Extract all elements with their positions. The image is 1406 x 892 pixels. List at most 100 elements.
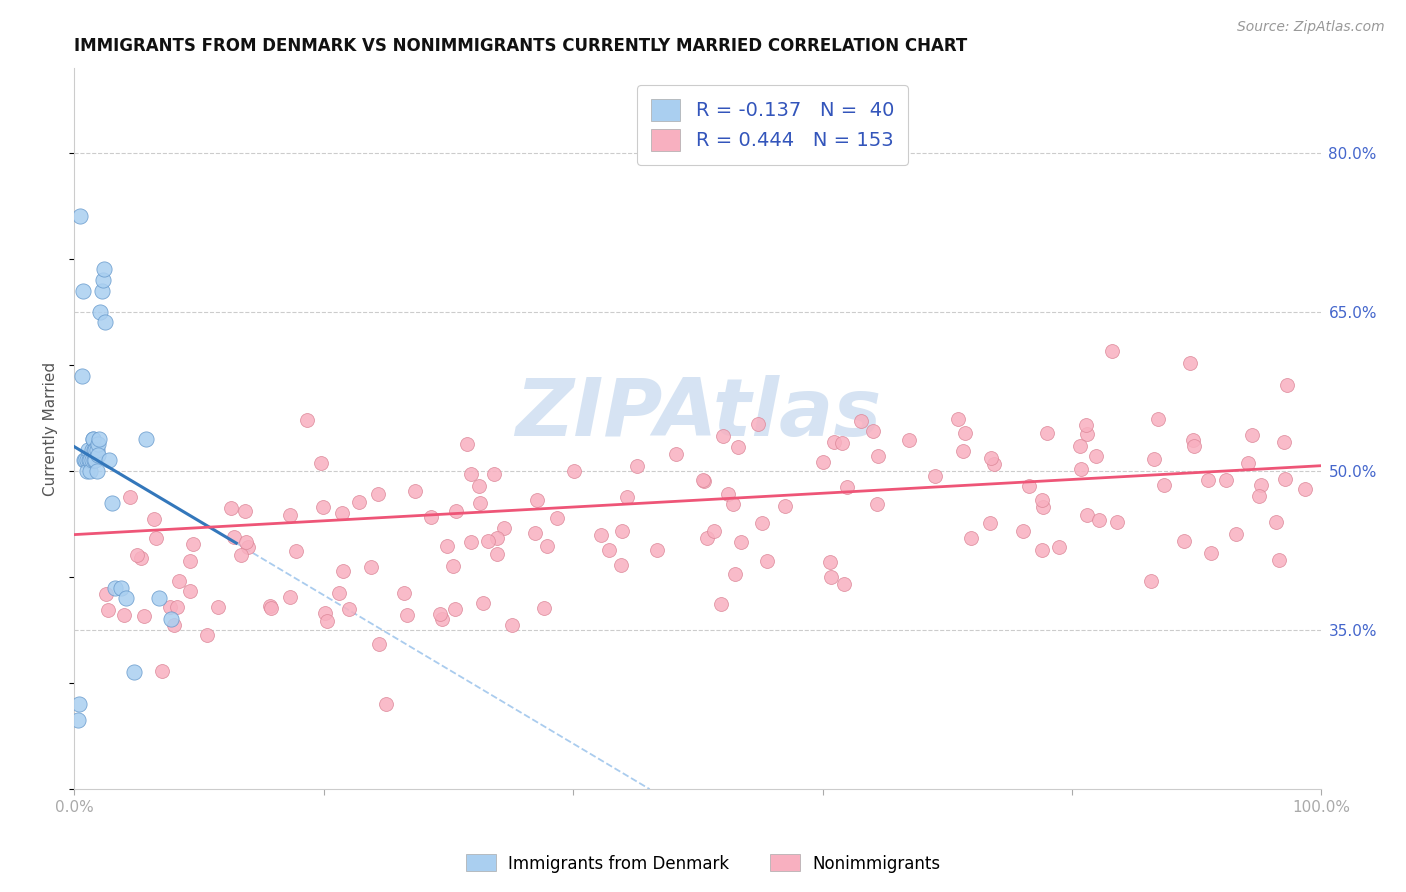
Point [312, 500, 335, 515]
Point [482, 467, 505, 481]
Point [444, 601, 467, 615]
Point [1268, 553, 1291, 567]
Point [616, 490, 638, 504]
Point [1070, 462, 1092, 476]
Point [1035, 426, 1057, 441]
Point [82, 432, 104, 446]
Point [1181, 433, 1204, 447]
Point [87, 432, 110, 446]
Point [1032, 500, 1054, 515]
Point [1101, 343, 1123, 358]
Point [866, 497, 889, 511]
Point [145, 531, 167, 545]
Point [831, 436, 853, 450]
Legend: R = -0.137   N =  40, R = 0.444   N = 153: R = -0.137 N = 40, R = 0.444 N = 153 [637, 85, 908, 165]
Point [84, 453, 107, 467]
Point [90, 284, 112, 298]
Point [1153, 478, 1175, 492]
Point [693, 474, 716, 488]
Point [960, 531, 983, 545]
Point [83, 442, 105, 457]
Point [849, 414, 872, 428]
Point [924, 469, 946, 483]
Point [730, 535, 752, 549]
Point [1031, 543, 1053, 558]
Point [75, 453, 97, 467]
Point [1105, 515, 1128, 529]
Point [468, 496, 491, 510]
Point [835, 480, 858, 494]
Point [546, 511, 568, 525]
Point [195, 628, 218, 642]
Point [163, 617, 186, 632]
Point [76, 464, 98, 478]
Point [100, 496, 122, 510]
Point [533, 600, 555, 615]
Text: IMMIGRANTS FROM DENMARK VS NONIMMIGRANTS CURRENTLY MARRIED CORRELATION CHART: IMMIGRANTS FROM DENMARK VS NONIMMIGRANTS… [75, 37, 967, 55]
Point [229, 548, 252, 562]
Point [89, 305, 111, 319]
Point [702, 524, 724, 538]
Point [868, 450, 890, 464]
Point [1240, 428, 1263, 442]
Point [723, 496, 745, 510]
Point [823, 434, 845, 449]
Point [1140, 574, 1163, 589]
Point [1247, 489, 1270, 503]
Point [419, 510, 441, 524]
Point [460, 535, 482, 549]
Point [477, 533, 499, 548]
Point [127, 548, 149, 562]
Point [1076, 508, 1098, 523]
Point [820, 570, 842, 584]
Point [179, 583, 201, 598]
Point [1147, 412, 1170, 426]
Point [278, 590, 301, 604]
Point [1198, 473, 1220, 487]
Point [460, 467, 482, 481]
Point [87, 437, 110, 451]
Point [84, 442, 107, 457]
Y-axis label: Currently Married: Currently Married [44, 361, 58, 496]
Point [626, 458, 648, 473]
Point [66, 713, 89, 727]
Point [727, 440, 749, 454]
Point [818, 556, 841, 570]
Point [316, 614, 339, 628]
Point [374, 698, 396, 712]
Point [94, 586, 117, 600]
Point [1074, 418, 1097, 433]
Point [610, 524, 633, 539]
Point [86, 442, 108, 457]
Point [1076, 427, 1098, 442]
Point [1199, 546, 1222, 560]
Point [159, 600, 181, 615]
Point [429, 607, 451, 621]
Point [897, 434, 920, 448]
Point [1178, 356, 1201, 370]
Point [83, 453, 105, 467]
Point [645, 542, 668, 557]
Point [86, 464, 108, 478]
Point [181, 537, 204, 551]
Point [96, 603, 118, 617]
Point [222, 530, 245, 544]
Point [110, 581, 132, 595]
Point [150, 664, 173, 678]
Point [179, 554, 201, 568]
Point [285, 544, 308, 558]
Point [1264, 516, 1286, 530]
Point [233, 504, 256, 518]
Point [456, 437, 478, 451]
Point [948, 412, 970, 426]
Point [94, 316, 117, 330]
Point [485, 547, 508, 561]
Point [1084, 449, 1107, 463]
Point [76, 453, 98, 467]
Point [167, 574, 190, 589]
Point [724, 567, 747, 582]
Point [77, 453, 100, 467]
Point [432, 612, 454, 626]
Point [297, 413, 319, 427]
Point [485, 531, 508, 545]
